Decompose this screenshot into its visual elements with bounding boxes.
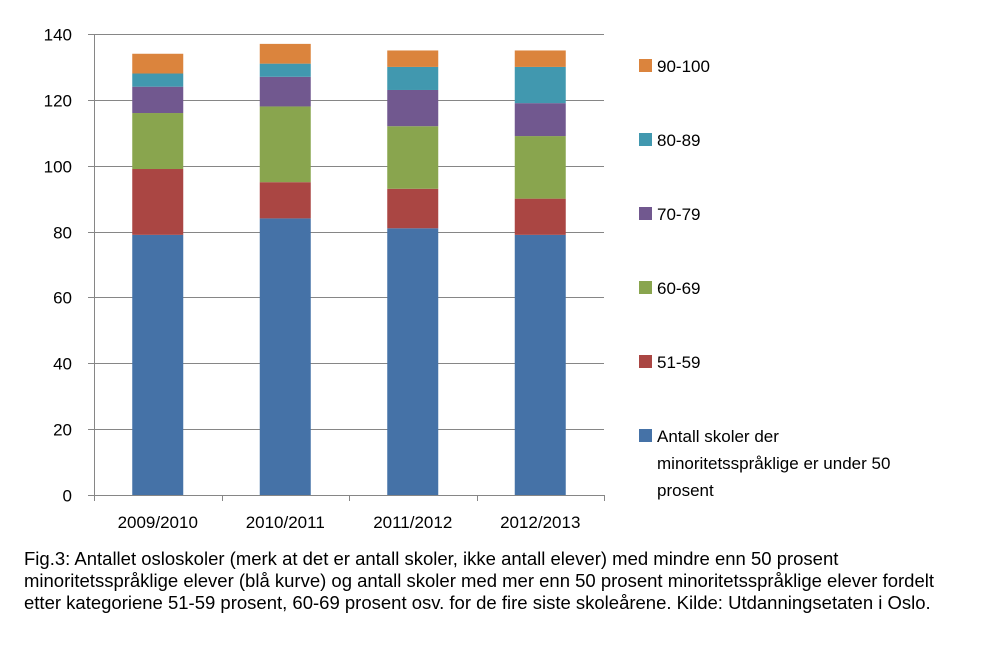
y-tick-label: 60 xyxy=(53,289,72,308)
legend-label: 60-69 xyxy=(657,279,700,298)
bar-segment xyxy=(132,234,184,495)
legend-item: 70-79 xyxy=(639,205,700,224)
y-tick-label: 20 xyxy=(53,421,72,440)
legend-swatch xyxy=(639,59,652,72)
bar-stack xyxy=(132,53,184,495)
legend-label: 80-89 xyxy=(657,131,700,150)
bar-segment xyxy=(259,43,311,64)
bar-stack xyxy=(514,50,566,495)
bar-segment xyxy=(514,50,566,67)
legend-swatch xyxy=(639,133,652,146)
y-axis-tick-labels: 0 20 40 60 80 100 120 140 xyxy=(44,26,72,506)
x-axis-tick-labels: 2009/2010 2010/2011 2011/2012 2012/2013 xyxy=(118,513,581,532)
bar-segment xyxy=(259,76,311,107)
bar-segment xyxy=(387,66,439,90)
bar-segment xyxy=(132,53,184,74)
bar-segment xyxy=(259,106,311,183)
bar-segment xyxy=(514,234,566,495)
y-tick-label: 100 xyxy=(44,158,72,177)
bar-segment xyxy=(514,136,566,199)
legend-swatch xyxy=(639,207,652,220)
bar-stack xyxy=(259,43,311,495)
bar-segment xyxy=(132,73,184,87)
legend-label: 70-79 xyxy=(657,205,700,224)
bar-stacks xyxy=(132,43,566,495)
legend-swatch xyxy=(639,429,652,442)
y-tick-label: 40 xyxy=(53,355,72,374)
bar-segment xyxy=(132,86,184,114)
bar-segment xyxy=(387,89,439,127)
bar-segment xyxy=(387,188,439,229)
y-tick-label: 120 xyxy=(44,92,72,111)
bar-segment xyxy=(132,113,184,170)
legend-label: minoritetsspråklige er under 50 xyxy=(657,454,890,473)
y-tick-label: 0 xyxy=(63,487,72,506)
x-tick-label: 2010/2011 xyxy=(246,513,325,532)
legend-swatch xyxy=(639,355,652,368)
bar-segment xyxy=(132,169,184,235)
legend-item: 90-100 xyxy=(639,57,710,76)
legend-item: 60-69 xyxy=(639,279,700,298)
x-tick-label: 2009/2010 xyxy=(118,513,198,532)
bar-stack xyxy=(387,50,439,495)
bar-segment xyxy=(387,126,439,189)
axes xyxy=(88,34,605,501)
legend-item: 80-89 xyxy=(639,131,700,150)
bar-segment xyxy=(514,103,566,137)
bar-segment xyxy=(259,218,311,495)
bar-segment xyxy=(514,198,566,235)
bar-segment xyxy=(259,63,311,77)
legend-swatch xyxy=(639,281,652,294)
legend-label: 90-100 xyxy=(657,57,710,76)
stacked-bar-chart: 0 20 40 60 80 100 120 140 2009/2010 2010/2011 201… xyxy=(44,26,891,533)
x-tick-label: 2011/2012 xyxy=(373,513,452,532)
legend-item: 51-59 xyxy=(639,353,700,372)
figure-caption: Fig.3: Antallet osloskoler (merk at det … xyxy=(24,548,934,613)
legend-item: Antall skoler der minoritetsspråklige er … xyxy=(639,427,890,500)
legend-label: Antall skoler der xyxy=(657,427,779,446)
legend-label: 51-59 xyxy=(657,353,700,372)
bar-segment xyxy=(387,50,439,67)
x-tick-label: 2012/2013 xyxy=(500,513,580,532)
bar-segment xyxy=(514,66,566,104)
bar-segment xyxy=(387,228,439,495)
y-tick-label: 140 xyxy=(44,26,72,45)
legend: 90-100 80-89 70-79 60-69 51-59 Antall skoler … xyxy=(639,57,890,500)
legend-label: prosent xyxy=(657,481,714,500)
bar-segment xyxy=(259,182,311,219)
y-tick-label: 80 xyxy=(53,224,72,243)
